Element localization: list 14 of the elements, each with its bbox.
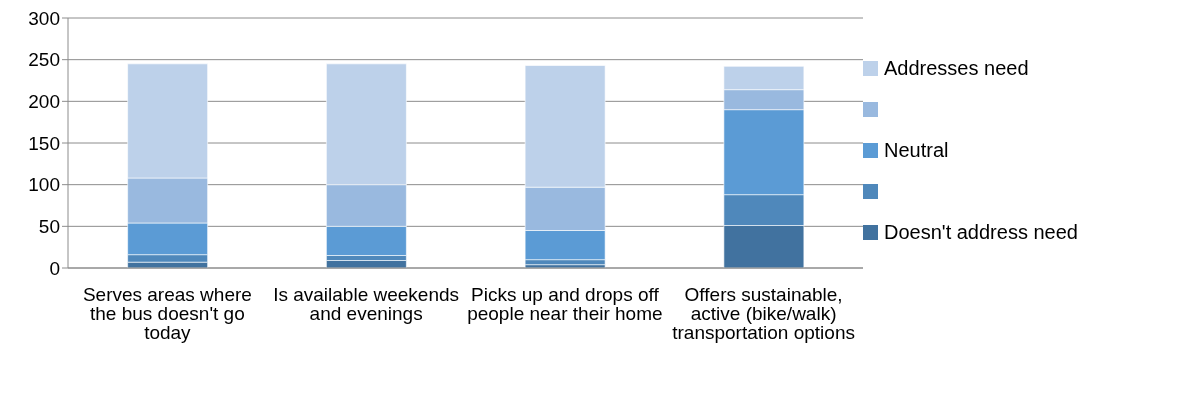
x-tick-label: Offers sustainable, active (bike/walk) transportation options bbox=[672, 284, 855, 344]
y-tick-label: 50 bbox=[38, 216, 60, 238]
x-tick-label: Serves areas where the bus doesn't go today bbox=[82, 284, 252, 344]
legend-label: Neutral bbox=[884, 139, 949, 162]
y-tick-label: 300 bbox=[28, 7, 60, 29]
y-tick-label: 150 bbox=[28, 132, 60, 154]
x-tick-label: Picks up and drops off people near their home bbox=[467, 284, 663, 325]
y-tick-label: 200 bbox=[28, 91, 60, 113]
x-tick-label: Is available weekends and evenings bbox=[273, 284, 460, 325]
y-tick-label: 250 bbox=[28, 49, 60, 71]
legend-label: Addresses need bbox=[884, 57, 1029, 80]
legend-label: Doesn't address need bbox=[884, 221, 1078, 244]
y-tick-label: 100 bbox=[28, 174, 60, 196]
y-tick-label: 0 bbox=[49, 257, 60, 279]
